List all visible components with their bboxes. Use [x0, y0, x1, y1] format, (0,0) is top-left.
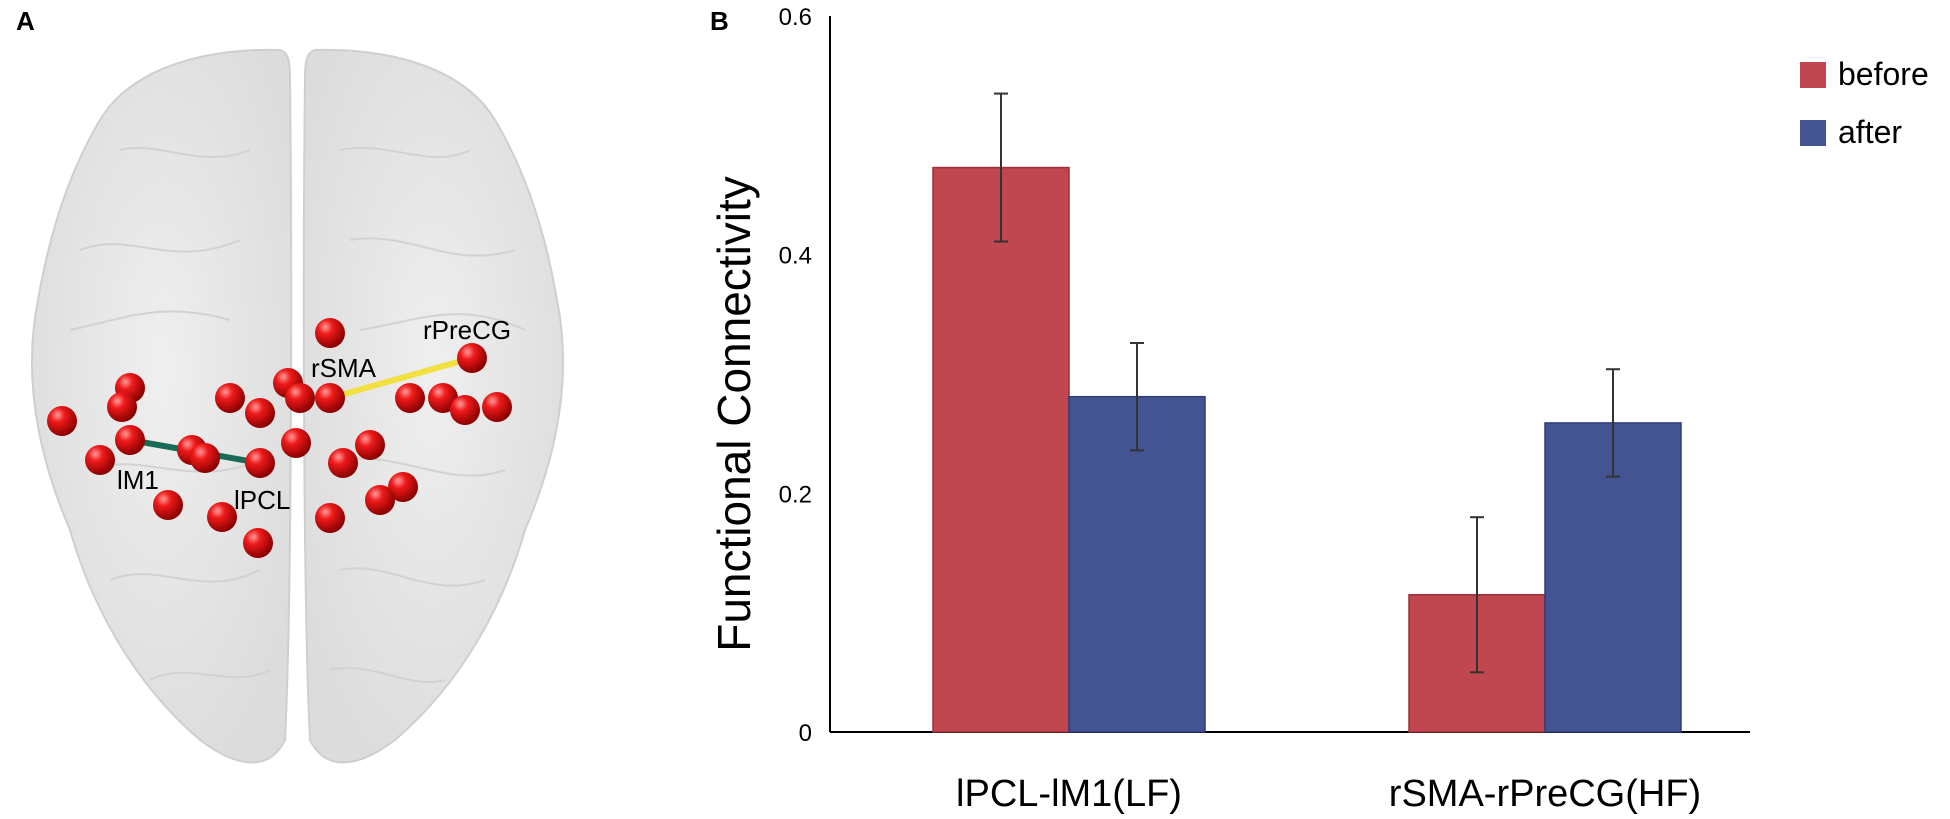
node [395, 383, 425, 413]
legend-swatch-before [1800, 62, 1826, 88]
node [428, 383, 458, 413]
label-lm1: lM1 [117, 465, 159, 495]
node [215, 383, 245, 413]
node [315, 318, 345, 348]
bars [932, 92, 1682, 733]
node [285, 383, 315, 413]
node [365, 485, 395, 515]
node [482, 392, 512, 422]
label-lpcl: lPCL [234, 485, 290, 515]
node [245, 398, 275, 428]
legend: before after [1800, 56, 1929, 150]
node [281, 428, 311, 458]
node [47, 406, 77, 436]
label-rsma: rSMA [311, 353, 377, 383]
node [190, 443, 220, 473]
y-tick-label: 0.2 [779, 481, 812, 508]
node [115, 425, 145, 455]
node [153, 490, 183, 520]
edge-rsma-rprecg [329, 355, 473, 401]
y-tick-label: 0 [799, 720, 812, 747]
x-tick-label: rSMA-rPreCG(HF) [1389, 773, 1701, 815]
node [243, 528, 273, 558]
brain-illustration: lM1 lPCL rSMA rPreCG [31, 48, 564, 764]
bar-before [932, 166, 1070, 733]
y-tick-label: 0.4 [779, 243, 812, 270]
legend-swatch-after [1800, 120, 1826, 146]
node [315, 503, 345, 533]
node [85, 445, 115, 475]
node [107, 392, 137, 422]
node [450, 395, 480, 425]
legend-label-after: after [1838, 114, 1902, 150]
y-ticks: 0 0.2 0.4 0.6 [779, 4, 812, 747]
node [245, 448, 275, 478]
node [457, 343, 487, 373]
legend-label-before: before [1838, 56, 1929, 92]
label-rprecg: rPreCG [423, 315, 511, 345]
node [207, 502, 237, 532]
bar-after [1068, 395, 1206, 733]
panel-b-label: B [710, 6, 729, 36]
x-tick-label: lPCL-lM1(LF) [956, 773, 1182, 815]
y-axis-label: Functional Connectivity [708, 176, 760, 652]
node [328, 448, 358, 478]
y-tick-label: 0.6 [779, 4, 812, 31]
brain-nodes [47, 318, 512, 558]
node [388, 472, 418, 502]
bar-chart: Functional Connectivity 0 0.2 0.4 0.6 lPCL-… [708, 4, 1929, 815]
x-ticks: lPCL-lM1(LF) rSMA-rPreCG(HF) [956, 773, 1701, 815]
left-hemisphere [31, 48, 293, 764]
brain-folds [69, 146, 526, 684]
panel-a-label: A [16, 6, 35, 36]
node [315, 383, 345, 413]
node [355, 430, 385, 460]
